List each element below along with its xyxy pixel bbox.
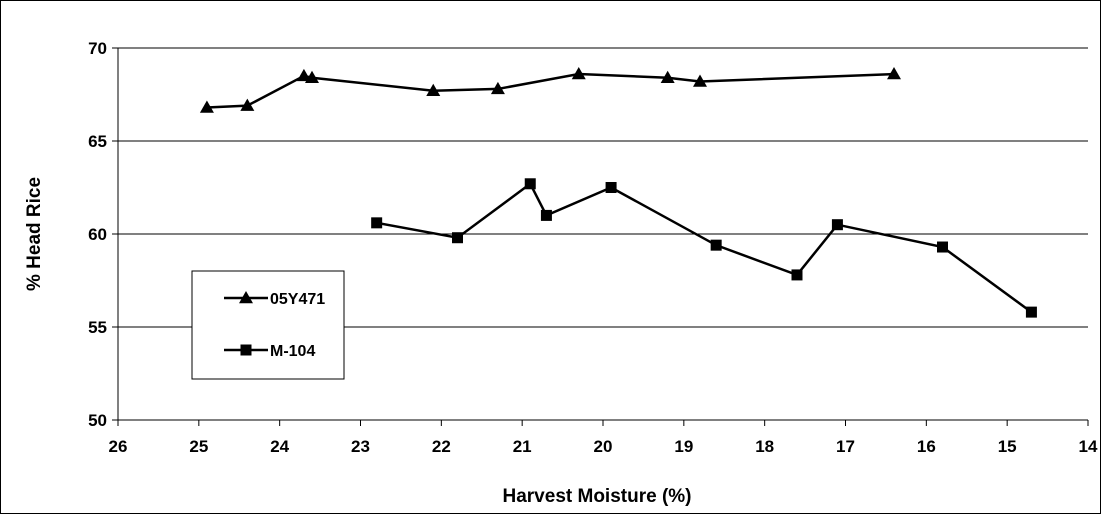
series-1 (371, 178, 1037, 318)
legend-label: M-104 (270, 343, 315, 360)
data-point (660, 70, 675, 84)
x-tick-label: 23 (351, 437, 370, 456)
series-layer (199, 67, 1037, 318)
x-tick-label: 22 (432, 437, 451, 456)
x-tick-label: 24 (270, 437, 289, 456)
data-point (305, 70, 319, 84)
x-tick-label: 15 (998, 437, 1017, 456)
data-point (296, 68, 311, 82)
data-point (710, 239, 722, 251)
data-point (371, 217, 383, 229)
data-point (199, 100, 214, 113)
x-tick-label: 17 (836, 437, 855, 456)
data-point (490, 81, 505, 95)
legend-box (191, 270, 345, 380)
y-tick-label: 70 (88, 39, 107, 58)
legend-marker (239, 291, 253, 304)
data-point (791, 269, 803, 281)
series-0 (199, 67, 901, 113)
x-tick-label: 21 (513, 437, 532, 456)
data-point (571, 67, 586, 80)
data-point (240, 98, 255, 111)
data-point (1025, 306, 1037, 318)
y-axis-title: % Head Rice (24, 177, 45, 291)
data-point (887, 67, 901, 80)
x-tick-label: 19 (674, 437, 693, 456)
y-tick-labels: 70 65 60 55 50 (88, 39, 107, 430)
x-tick-label: 16 (917, 437, 936, 456)
legend: 05Y471 M-104 (191, 270, 345, 380)
data-point (426, 83, 441, 97)
data-point (937, 241, 948, 253)
axes (112, 47, 1089, 426)
data-point (452, 232, 463, 244)
series-line (376, 181, 1033, 314)
data-point (831, 219, 843, 231)
series-line (206, 72, 895, 109)
x-axis-title: Harvest Moisture (%) (503, 486, 692, 507)
y-tick-label: 60 (88, 225, 107, 244)
legend-marker (240, 344, 252, 356)
x-tick-labels: 26 25 24 23 22 21 20 19 18 17 16 15 14 (109, 437, 1098, 456)
x-tick-label: 25 (189, 437, 208, 456)
legend-label: 05Y471 (270, 291, 325, 308)
y-tick-label: 50 (88, 411, 107, 430)
x-tick-label: 18 (755, 437, 774, 456)
y-tick-label: 55 (88, 318, 107, 337)
data-point (693, 74, 707, 87)
x-tick-label: 14 (1079, 437, 1098, 456)
y-tick-label: 65 (88, 132, 107, 151)
x-tick-label: 26 (109, 437, 128, 456)
data-point (524, 178, 536, 190)
x-tick-label: 20 (594, 437, 613, 456)
data-point (540, 209, 552, 221)
data-point (605, 182, 617, 193)
